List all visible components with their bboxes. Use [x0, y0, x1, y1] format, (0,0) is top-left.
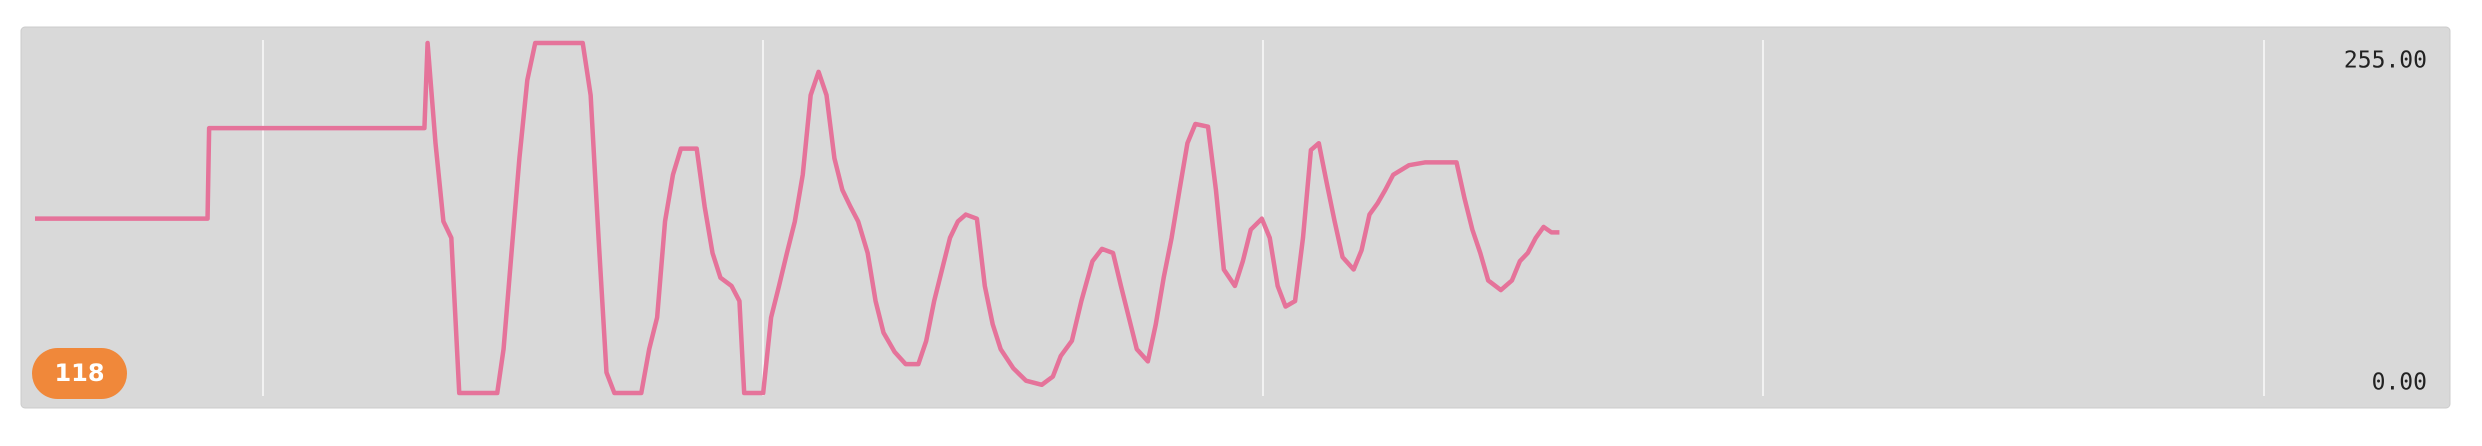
y-tick-label: 255.00 — [2344, 48, 2427, 74]
y-tick-label: 0.00 — [2372, 370, 2427, 396]
data-line — [35, 40, 1560, 396]
value-badge — [32, 348, 127, 399]
panel — [20, 26, 2451, 409]
badge-value: 118 — [54, 359, 104, 387]
